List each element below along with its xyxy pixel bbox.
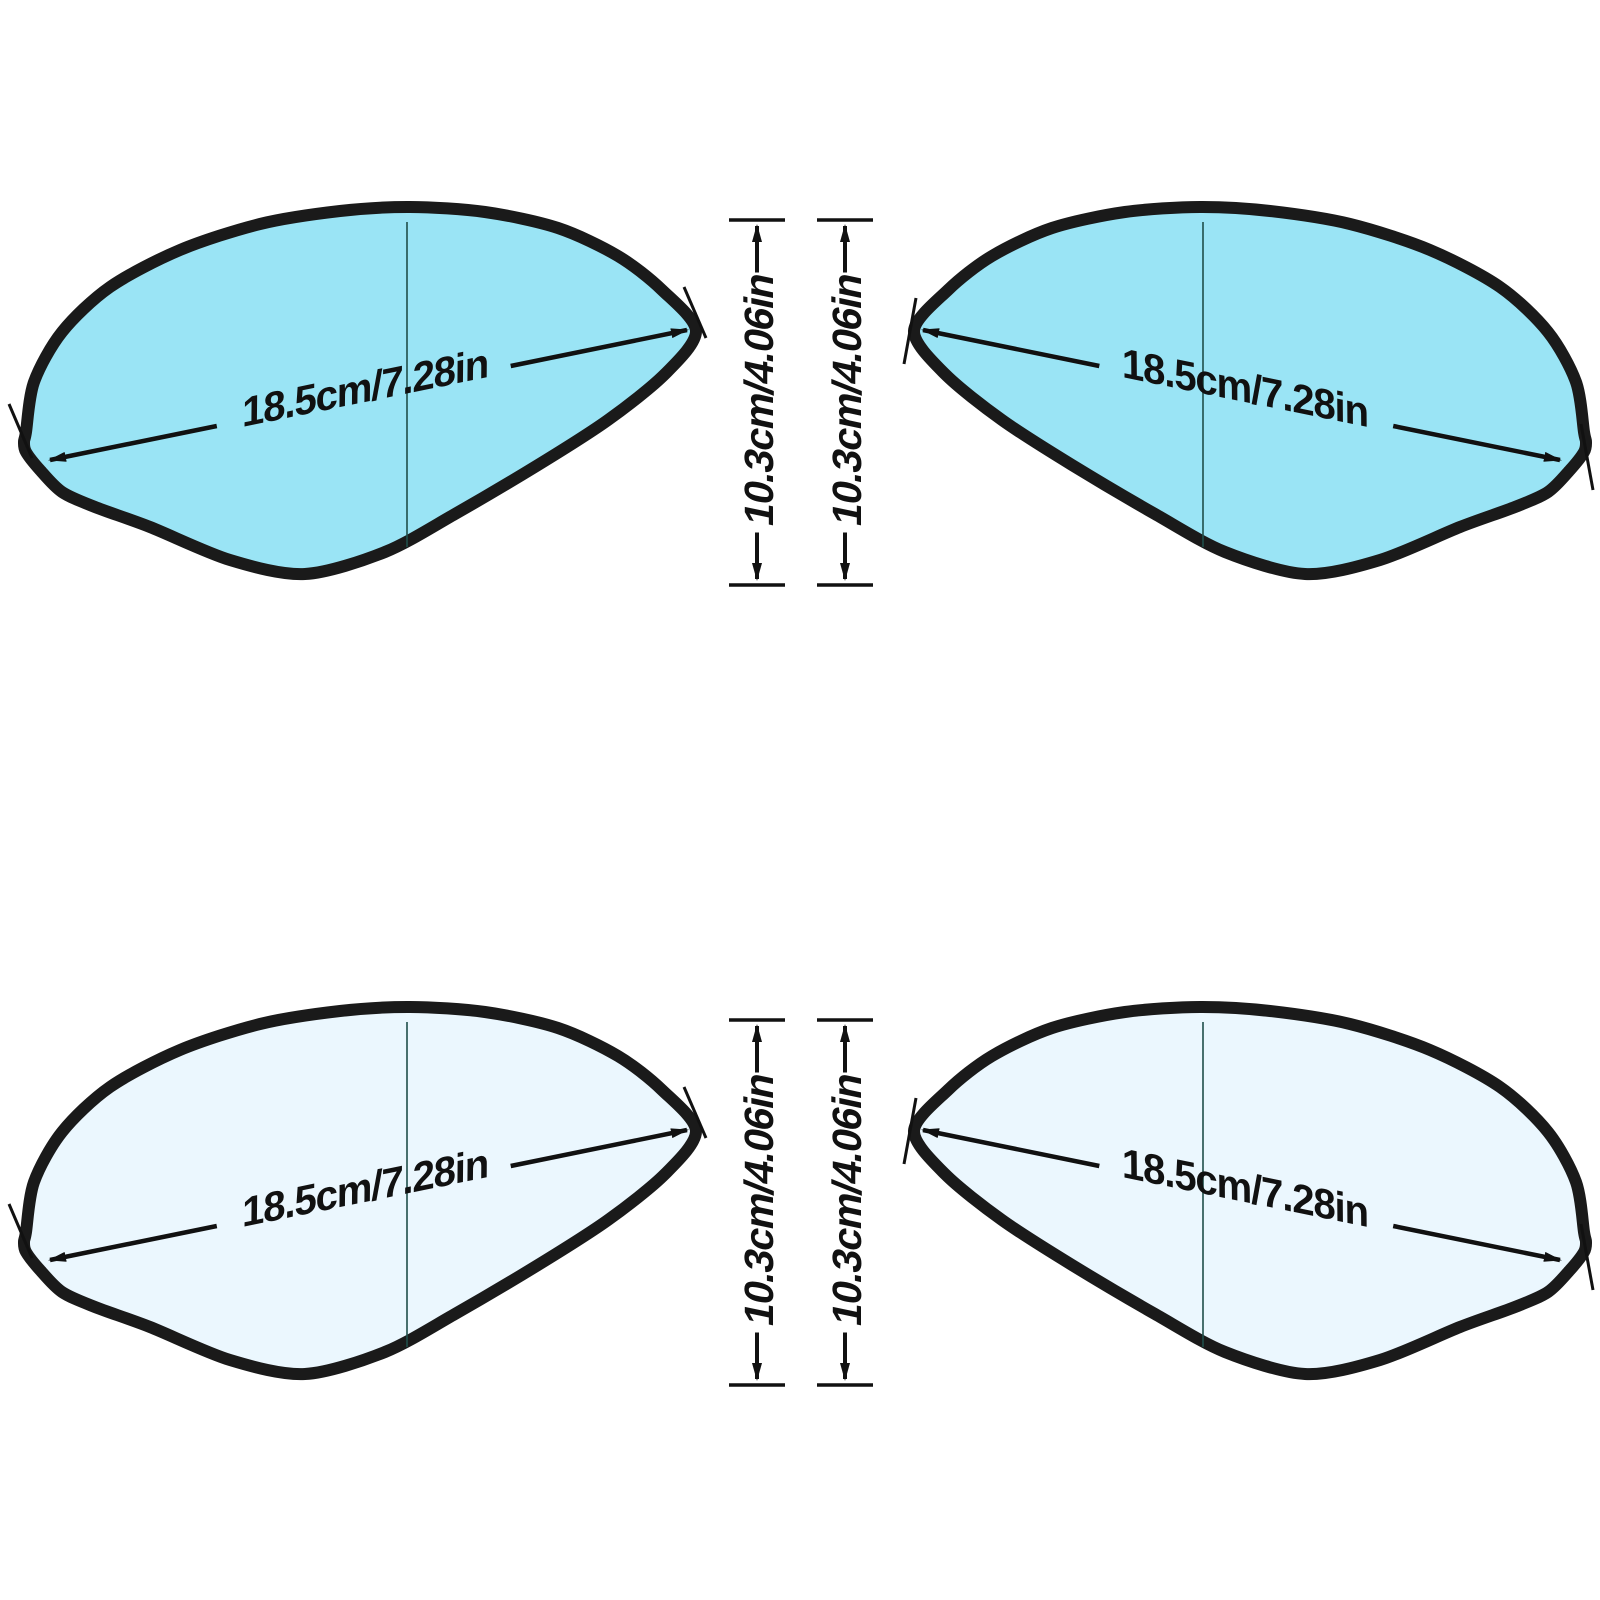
svg-text:10.3cm/4.06in: 10.3cm/4.06in	[823, 1069, 869, 1330]
svg-text:10.3cm/4.06in: 10.3cm/4.06in	[823, 269, 869, 530]
svg-text:10.3cm/4.06in: 10.3cm/4.06in	[735, 1069, 781, 1330]
svg-text:10.3cm/4.06in: 10.3cm/4.06in	[735, 269, 781, 530]
